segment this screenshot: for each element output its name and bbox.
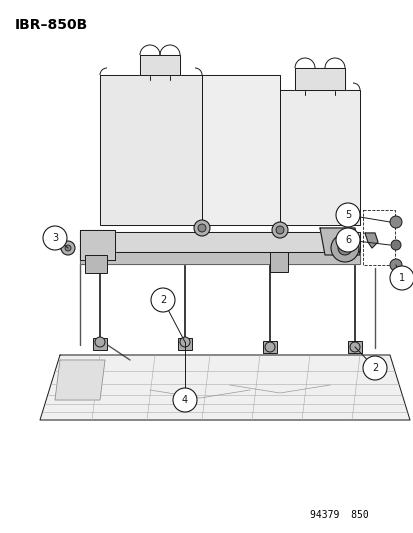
Polygon shape [294,68,344,90]
Bar [93,338,107,350]
Polygon shape [202,75,279,225]
Circle shape [330,234,358,262]
Bar [269,252,287,272]
Circle shape [390,240,400,250]
Polygon shape [55,360,105,400]
Circle shape [197,224,206,232]
Polygon shape [80,230,115,260]
Text: 94379  850: 94379 850 [309,510,368,520]
Circle shape [271,222,287,238]
Text: 1: 1 [398,273,404,283]
Circle shape [95,337,105,347]
Polygon shape [100,75,202,225]
Circle shape [180,337,190,347]
Bar [262,341,276,353]
Text: 2: 2 [159,295,166,305]
Polygon shape [40,355,409,420]
Circle shape [389,259,401,271]
Polygon shape [80,232,359,252]
Circle shape [65,245,71,251]
Bar [85,255,107,273]
Circle shape [389,266,413,290]
Polygon shape [279,90,359,225]
Circle shape [389,216,401,228]
Text: 4: 4 [181,395,188,405]
Circle shape [275,226,283,234]
Text: IBR–850B: IBR–850B [15,18,88,32]
Circle shape [264,342,274,352]
Polygon shape [140,55,180,75]
Circle shape [337,241,351,255]
Circle shape [335,228,359,252]
Text: 3: 3 [52,233,58,243]
Bar [347,341,361,353]
Circle shape [362,356,386,380]
Circle shape [43,226,67,250]
Text: 6: 6 [344,235,350,245]
Bar [178,338,192,350]
Text: 5: 5 [344,210,350,220]
Text: 2: 2 [371,363,377,373]
Polygon shape [364,233,377,248]
Circle shape [335,203,359,227]
Polygon shape [319,228,359,255]
Circle shape [349,342,359,352]
Polygon shape [80,252,359,264]
Circle shape [173,388,197,412]
Circle shape [61,241,75,255]
Circle shape [194,220,209,236]
Circle shape [151,288,175,312]
